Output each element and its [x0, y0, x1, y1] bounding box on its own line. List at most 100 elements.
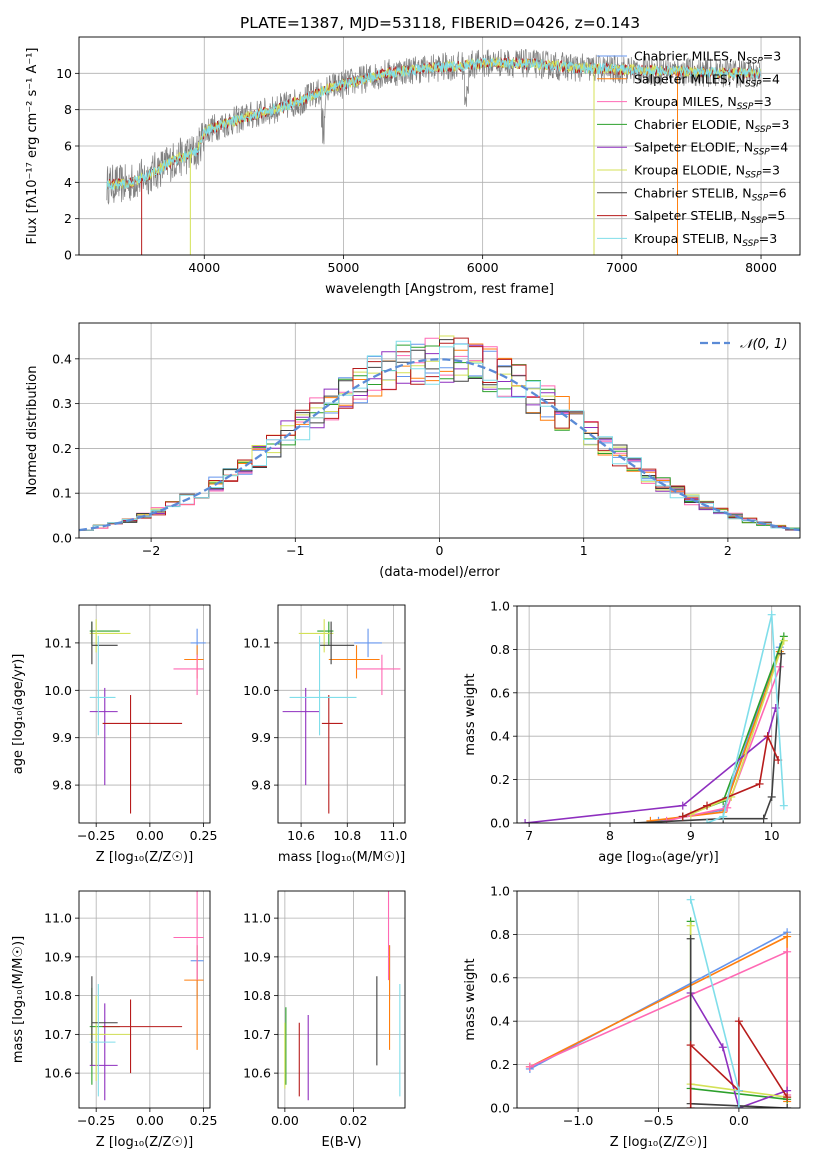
errorbar-chabrier-stelib [91, 976, 118, 1066]
y-axis-label: mass weight [463, 958, 478, 1040]
x-tick-label: −2 [142, 543, 160, 558]
y-tick-label: 9.9 [251, 730, 271, 745]
axes-age_vs_mass: 10.6 10.8 11.0 9.8 9.9 10.0 10.1 mass [log₁₀(M/… [243, 604, 408, 865]
errorbar-kroupa-elodie [298, 619, 334, 653]
x-tick-label: −1.0 [563, 1113, 593, 1128]
y-tick-label: 0.4 [52, 351, 72, 366]
errorbar-chabrier-stelib [91, 621, 118, 665]
series-marker [783, 947, 792, 956]
y-tick-label: 10.9 [44, 949, 72, 964]
x-axis-label: age [log₁₀(age/yr)] [598, 850, 719, 865]
y-tick-label: 10.1 [44, 635, 72, 650]
y-tick-label: 10.6 [243, 1066, 271, 1081]
series-marker [678, 801, 687, 810]
x-tick-label: 8 [606, 828, 614, 843]
y-axis-label: Normed distribution [25, 366, 40, 496]
y-tick-label: 10.7 [243, 1027, 271, 1042]
axes-residuals: −2 −1 0 1 2 0.0 0.1 0.2 0.3 0.4 (data-model)/error… [25, 322, 801, 580]
x-tick-label: 0.00 [136, 828, 164, 843]
histogram-kroupa-stelib [79, 340, 800, 531]
series-marker [767, 792, 776, 801]
x-tick-label: −0.25 [77, 828, 115, 843]
series-marker [686, 1041, 695, 1050]
x-tick-label: 4000 [188, 260, 220, 275]
series-line [634, 653, 783, 823]
errorbar-chabrier-stelib [319, 621, 355, 665]
x-tick-label: 0.25 [190, 828, 218, 843]
x-tick-label: 10.6 [287, 828, 315, 843]
x-tick-label: 10.8 [333, 828, 361, 843]
series-line [682, 733, 779, 818]
x-tick-label: 10 [764, 828, 780, 843]
x-tick-label: 6000 [467, 260, 499, 275]
y-tick-label: 9.8 [251, 778, 271, 793]
x-tick-label: 2 [724, 543, 732, 558]
legend-label-chabrier-stelib: Chabrier STELIB, NSSP=6 [634, 185, 787, 203]
series-salpeter-stelib [678, 732, 783, 821]
figure-title: PLATE=1387, MJD=53118, FIBERID=0426, z=0… [240, 14, 640, 32]
series-marker [779, 636, 788, 645]
x-tick-label: 0 [436, 543, 444, 558]
series-marker [783, 1104, 792, 1108]
y-tick-label: 9.9 [52, 730, 72, 745]
legend-label-salpeter-miles: Salpeter MILES, NSSP=4 [634, 71, 780, 89]
plot-area [521, 610, 788, 823]
y-tick-label: 0.8 [490, 642, 510, 657]
y-tick-label: 10.1 [243, 635, 271, 650]
errorbar-salpeter-stelib [102, 695, 183, 814]
y-tick-label: 10.0 [44, 683, 72, 698]
y-tick-label: 0.2 [490, 772, 510, 787]
series-marker [734, 1104, 743, 1108]
x-tick-label: 5000 [328, 260, 360, 275]
y-tick-label: 0.3 [52, 396, 72, 411]
series-marker [734, 1017, 743, 1026]
series-marker [783, 932, 792, 941]
series-line [690, 992, 788, 1108]
x-tick-label: −0.5 [643, 1113, 673, 1128]
x-tick-label: 11.0 [380, 828, 408, 843]
grid [278, 891, 405, 1108]
errorbar-kroupa-miles [356, 654, 401, 696]
x-tick-label: −1 [286, 543, 304, 558]
x-tick-label: 0.0 [729, 1113, 749, 1128]
errorbar-chabrier-miles [354, 628, 382, 658]
legend-label-salpeter-stelib: Salpeter STELIB, NSSP=5 [634, 208, 785, 226]
y-tick-label: 9.8 [52, 778, 72, 793]
legend-label-kroupa-elodie: Kroupa ELODIE, NSSP=3 [634, 163, 780, 181]
axes-weight_vs_age: 7 8 9 10 0.0 0.2 0.4 0.6 0.8 1.0 age [log₁₀(age/yr… [463, 599, 801, 865]
series-marker [678, 812, 687, 821]
series-marker [759, 814, 768, 823]
series-marker [521, 819, 530, 823]
y-tick-label: 8 [64, 102, 72, 117]
legend-label-chabrier-elodie: Chabrier ELODIE, NSSP=3 [634, 117, 789, 135]
y-tick-label: 1.0 [490, 599, 510, 614]
errorbar-salpeter-miles [184, 645, 204, 679]
y-tick-label: 4 [64, 175, 72, 190]
series-marker [686, 1104, 695, 1108]
legend-label-gaussian: 𝒩(0, 1) [740, 337, 787, 352]
x-tick-label: 0.25 [190, 1113, 218, 1128]
y-axis-label: mass [log₁₀(M/M☉)] [11, 936, 26, 1063]
y-tick-label: 1.0 [490, 884, 510, 899]
plot-area [282, 619, 401, 814]
series-chabrier-miles [654, 643, 784, 823]
series-marker [718, 1043, 727, 1052]
axes-spectrum: 4000 5000 6000 7000 8000 0 2 4 6 8 10 wavelength [A… [25, 36, 801, 297]
errorbar-kroupa-stelib [89, 635, 116, 736]
plot-area [284, 891, 401, 1101]
x-axis-label: (data-model)/error [379, 565, 500, 580]
y-tick-label: 0.4 [490, 729, 510, 744]
series-marker [763, 732, 772, 741]
grid [79, 605, 210, 823]
axes-frame [277, 890, 406, 1109]
series-marker [777, 649, 786, 658]
axes-frame [78, 604, 211, 824]
y-tick-label: 0 [64, 248, 72, 263]
y-tick-label: 0.4 [490, 1014, 510, 1029]
errorbar-salpeter-elodie [89, 1003, 118, 1101]
series-marker [779, 801, 788, 810]
y-tick-label: 10.6 [44, 1066, 72, 1081]
y-tick-label: 0.8 [490, 927, 510, 942]
x-axis-label: E(B-V) [321, 1135, 361, 1150]
